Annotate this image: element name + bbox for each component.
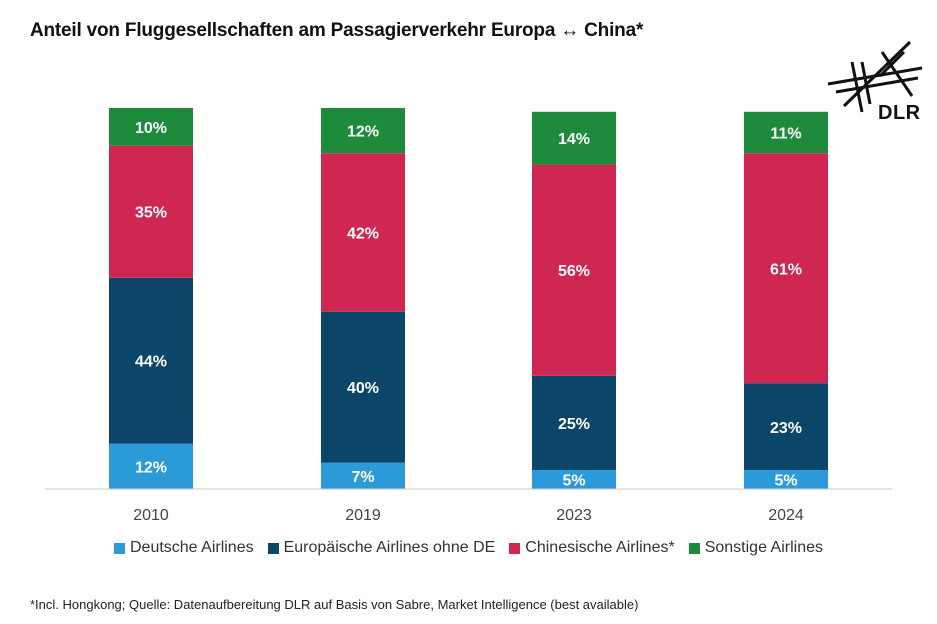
bar-segment-2023-0 — [532, 470, 616, 489]
legend-item-2: Chinesische Airlines* — [509, 539, 675, 557]
legend-label: Sonstige Airlines — [704, 539, 823, 556]
dlr-logo-icon — [827, 40, 923, 113]
data-label-2023-0: 5% — [562, 473, 585, 490]
bar-segment-2010-0 — [109, 443, 193, 489]
data-label-2024-0: 5% — [774, 473, 797, 490]
legend-item-1: Europäische Airlines ohne DE — [267, 539, 496, 557]
footnote: *Incl. Hongkong; Quelle: Datenaufbereitu… — [30, 597, 639, 612]
legend-item-0: Deutsche Airlines — [113, 539, 254, 557]
x-tick-label-2023: 2023 — [556, 507, 592, 524]
bar-segment-2010-1 — [109, 277, 193, 444]
legend-swatch — [113, 542, 125, 554]
bar-segment-2019-0 — [321, 462, 405, 489]
bar-segment-2019-3 — [321, 108, 405, 154]
data-label-2010-3: 10% — [135, 120, 167, 137]
legend-label: Deutsche Airlines — [129, 539, 254, 556]
data-label-2010-1: 44% — [135, 354, 167, 371]
x-tick-labels: 2010 2019 2023 2024 — [133, 507, 804, 524]
bar-segment-2023-2 — [532, 164, 616, 376]
x-tick-label-2019: 2019 — [345, 507, 381, 524]
stacked-bar-chart: 12% 44% 35% 10% 7% 40% 42% 12% 5% 25% 56% 14% 5% 23% 6… — [45, 108, 892, 524]
bar-segment-2023-3 — [532, 111, 616, 165]
bar-segment-2024-0 — [744, 470, 828, 489]
chart-title: Anteil von Fluggesellschaften am Passagi… — [30, 20, 644, 41]
bar-segment-2024-2 — [744, 153, 828, 384]
bar-segment-2019-2 — [321, 153, 405, 312]
data-label-2019-2: 42% — [347, 225, 379, 242]
legend-item-3: Sonstige Airlines — [688, 539, 823, 557]
legend-swatch — [509, 542, 521, 554]
data-label-2024-3: 11% — [770, 126, 801, 143]
x-tick-label-2010: 2010 — [133, 507, 169, 524]
data-label-2019-1: 40% — [347, 380, 379, 397]
data-label-2023-3: 14% — [558, 131, 590, 148]
legend-label: Chinesische Airlines* — [525, 539, 675, 556]
bar-segment-2010-3 — [109, 108, 193, 146]
legend-label: Europäische Airlines ohne DE — [283, 539, 496, 556]
bar-segment-2024-1 — [744, 383, 828, 471]
bar-segment-2023-1 — [532, 375, 616, 471]
legend-swatch — [267, 542, 279, 554]
data-label-2010-0: 12% — [135, 459, 167, 476]
legend-swatch — [688, 542, 700, 554]
data-label-2024-2: 61% — [770, 261, 802, 278]
bar-segment-2010-2 — [109, 145, 193, 278]
logo-text: DLR — [878, 102, 921, 124]
data-label-2019-3: 12% — [347, 124, 379, 141]
x-tick-label-2024: 2024 — [768, 507, 804, 524]
data-label-2024-1: 23% — [770, 420, 802, 437]
bars-group: 12% 44% 35% 10% 7% 40% 42% 12% 5% 25% 56% 14% 5% 23% 6… — [109, 108, 828, 490]
legend: Deutsche Airlines Europäische Airlines oh… — [0, 539, 937, 557]
data-label-2023-2: 56% — [558, 263, 590, 280]
bar-segment-2019-1 — [321, 311, 405, 463]
data-label-2010-2: 35% — [135, 205, 167, 222]
data-label-2023-1: 25% — [558, 416, 590, 433]
data-label-2019-0: 7% — [351, 469, 374, 486]
bar-segment-2024-3 — [744, 111, 828, 154]
